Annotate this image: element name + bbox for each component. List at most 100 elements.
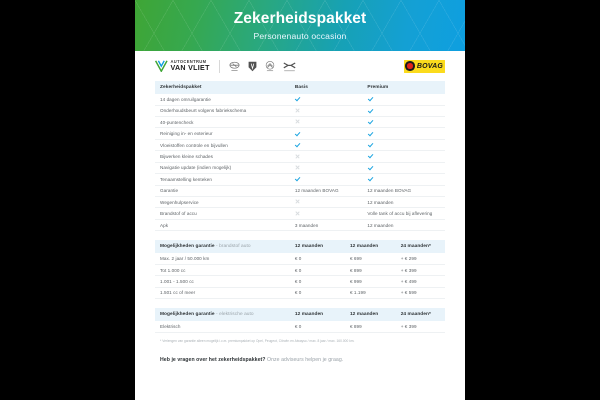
- cell-feature-label: 14 dagen omruilgarantie: [155, 93, 290, 106]
- bovag-logo: BOVAG: [404, 59, 445, 73]
- table-row: Max. 2 jaar / 50.000 km € 0 € 699 + € 299: [155, 252, 445, 265]
- garantie-brandstof-table: Mogelijkheden garantie - brandstof auto …: [155, 240, 445, 300]
- brand-icon-alwayso: [283, 61, 296, 71]
- cell-premium: [362, 139, 445, 152]
- cell-row-label: Max. 2 jaar / 50.000 km: [155, 252, 290, 265]
- logo-divider: [218, 59, 220, 73]
- cell-price-12m-a: € 0: [289, 287, 345, 300]
- table-spacer-1: [155, 231, 445, 240]
- cell-premium: [362, 116, 445, 129]
- cell-price-12m-b: € 1.199: [344, 287, 396, 300]
- dealer-logo: AUTOCENTRUM VAN VLIET: [155, 60, 210, 72]
- cell-feature-label: Wegenhulpservice: [155, 196, 290, 209]
- cell-basis: [289, 196, 363, 209]
- table-row: 1.001 - 1.500 cc € 0 € 999 + € 499: [155, 275, 445, 288]
- cell-feature-label: 40-puntencheck: [155, 116, 290, 129]
- check-icon: [367, 153, 372, 158]
- table-row: Wegenhulpservice 12 maanden: [155, 196, 445, 209]
- cell-price-24m: + € 399: [395, 320, 445, 333]
- page-subtitle: Personenauto occasion: [253, 30, 347, 41]
- col-header-ev-24m: 24 maanden*: [395, 308, 445, 321]
- col-header-premium: Premium: [362, 81, 445, 94]
- cell-row-label: Tot 1.000 cc: [155, 264, 290, 277]
- table-spacer-2: [155, 299, 445, 308]
- col-header-fuel-12m-b: 12 maanden: [344, 240, 396, 253]
- check-icon: [295, 142, 300, 147]
- brand-icon-citroen: [265, 60, 274, 71]
- bovag-label: BOVAG: [416, 62, 443, 70]
- cell-premium: Volle tank of accu bij aflevering: [362, 207, 445, 220]
- cross-icon: [295, 199, 300, 204]
- cell-row-label: 1.001 - 1.500 cc: [155, 275, 290, 288]
- garantie-brandstof-table-body: Max. 2 jaar / 50.000 km € 0 € 699 + € 299 To…: [155, 252, 445, 300]
- zekerheidspakket-table-body: 14 dagen omruilgarantie Onderhoudsbeurt v…: [155, 93, 445, 232]
- header-banner: Zekerheidspakket Personenauto occasion: [135, 0, 465, 51]
- table-row: Reiniging in- en exterieur: [155, 127, 445, 140]
- cell-price-24m: + € 399: [395, 264, 445, 277]
- cell-price-12m-b: € 999: [344, 275, 396, 288]
- check-icon: [367, 119, 372, 124]
- cell-price-12m-b: € 899: [344, 320, 396, 333]
- page-title: Zekerheidspakket: [233, 10, 367, 28]
- cell-basis: [289, 150, 363, 163]
- brand-icon-opel: [229, 61, 240, 71]
- cell-feature-label: Bijwerken kleine schades: [155, 150, 290, 163]
- check-icon: [367, 176, 372, 181]
- cell-basis: [289, 105, 363, 117]
- banner-triangle-pattern: [135, 0, 465, 51]
- col-header-basis: Basis: [289, 81, 363, 94]
- cell-price-12m-a: € 0: [289, 264, 345, 277]
- table-row: Bijwerken kleine schades: [155, 150, 445, 163]
- brand-icon-peugeot: [248, 61, 257, 71]
- cell-premium: [362, 93, 445, 106]
- zekerheidspakket-table: Zekerheidspakket Basis Premium 14 dagen …: [155, 81, 445, 232]
- cell-basis: [289, 139, 363, 152]
- table-row: Garantie 12 maanden BOVAG 12 maanden BOVAG: [155, 185, 445, 198]
- col-header-fuel-24m: 24 maanden*: [395, 240, 445, 253]
- check-icon: [367, 142, 372, 147]
- cell-premium: [362, 150, 445, 163]
- col-header-fuel-12m-a: 12 maanden: [289, 240, 345, 253]
- cell-basis: [289, 162, 363, 175]
- table-row: Vloeistoffen controle en bijvullen: [155, 139, 445, 152]
- cell-feature-label: Garantie: [155, 185, 290, 198]
- cell-premium: 12 maanden: [362, 196, 445, 209]
- check-icon: [367, 130, 372, 135]
- document-sheet: Zekerheidspakket Personenauto occasion A…: [135, 0, 465, 400]
- van-vliet-v-icon: [155, 60, 168, 72]
- cell-basis: [289, 173, 363, 186]
- cell-row-label: Elektrisch: [155, 320, 290, 333]
- cross-icon: [295, 119, 300, 124]
- check-icon: [367, 96, 372, 101]
- dealer-name-bottom: VAN VLIET: [170, 63, 210, 72]
- cell-basis: 3 maanden: [289, 219, 363, 232]
- cell-feature-label: Tenaamstelling kenteken: [155, 173, 290, 186]
- table-row: 1.501 cc of meer € 0 € 1.199 + € 599: [155, 287, 445, 300]
- table-row: Brandstof of accu Volle tank of accu bij …: [155, 207, 445, 220]
- garantie-elektrisch-table: Mogelijkheden garantie - elektrische aut…: [155, 308, 445, 333]
- cell-basis: 12 maanden BOVAG: [289, 185, 363, 198]
- cta-question: Heb je vragen over het zekerheidspakket?: [160, 356, 266, 363]
- table-row: Tot 1.000 cc € 0 € 899 + € 399: [155, 264, 445, 277]
- check-icon: [295, 130, 300, 135]
- cell-price-24m: + € 599: [395, 287, 445, 300]
- col-header-feature: Zekerheidspakket: [155, 81, 290, 94]
- cell-premium: 12 maanden BOVAG: [362, 185, 445, 198]
- table-row: Tenaamstelling kenteken: [155, 173, 445, 186]
- cell-basis: [289, 127, 363, 140]
- footnote-text: * Verlengen van garantie alleen mogelijk…: [160, 338, 355, 343]
- cell-row-label: 1.501 cc of meer: [155, 287, 290, 300]
- col-header-ev-12m-b: 12 maanden: [344, 308, 396, 321]
- cell-basis: [289, 116, 363, 129]
- cross-icon: [295, 165, 300, 170]
- col-header-garantie-elektrisch: Mogelijkheden garantie - elektrische aut…: [155, 308, 290, 321]
- cross-icon: [295, 153, 300, 158]
- cell-feature-label: Onderhoudsbeurt volgens fabriekschema: [155, 105, 290, 117]
- check-icon: [295, 96, 300, 101]
- cell-premium: 12 maanden: [362, 219, 445, 232]
- cell-premium: [362, 127, 445, 140]
- cell-price-12m-a: € 0: [289, 320, 345, 333]
- cell-price-12m-b: € 699: [344, 252, 396, 265]
- table-header-row: Mogelijkheden garantie - brandstof auto …: [155, 240, 445, 253]
